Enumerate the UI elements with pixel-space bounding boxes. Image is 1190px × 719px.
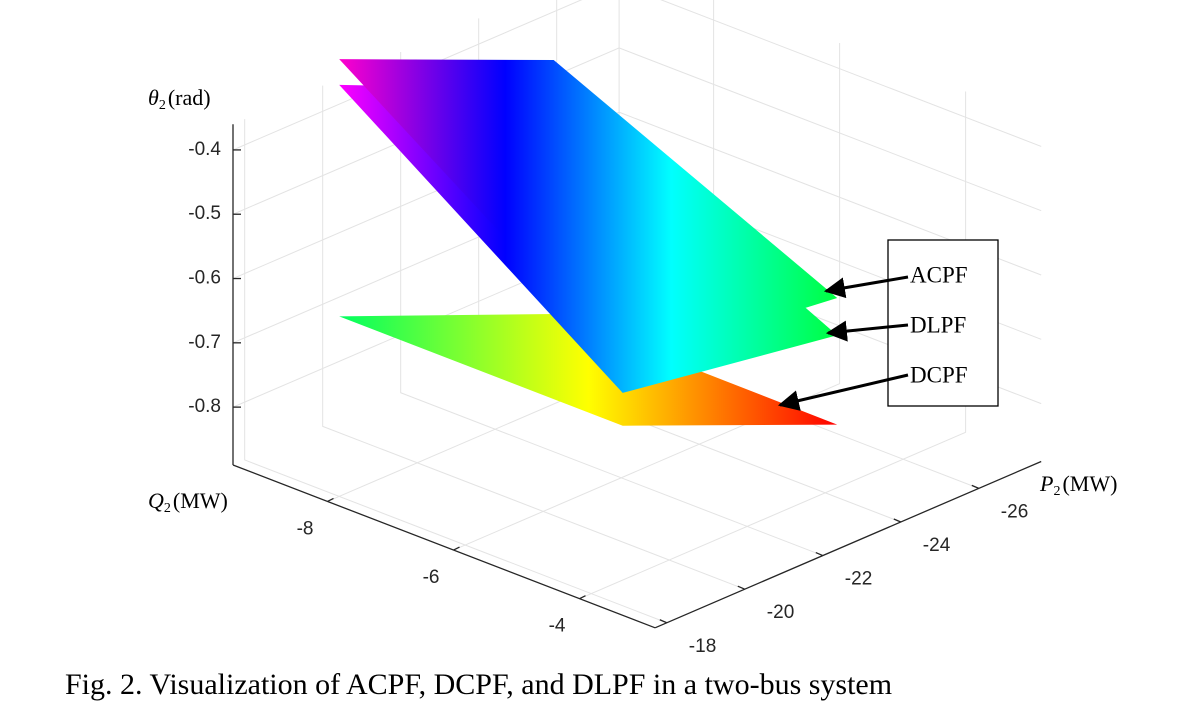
tick-mark: [453, 546, 460, 551]
arrow: [777, 373, 909, 411]
surfaces: [339, 59, 838, 426]
z-tick-label: -0.7: [188, 332, 221, 353]
y-tick-label: -20: [767, 602, 794, 623]
y-tick-label: -18: [689, 636, 716, 657]
axes: -0.4 -0.5 -0.6 -0.7 -0.8 -8 -6 -4 -18 -20 -22 -24 -2…: [188, 124, 1042, 657]
z-axis-label: θ2(rad): [148, 85, 211, 113]
legend-label: ACPF: [910, 262, 968, 287]
tick-mark: [893, 518, 902, 523]
x-tick-label: -8: [297, 518, 314, 539]
legend-label: DLPF: [910, 312, 966, 337]
grid-line: [400, 51, 823, 557]
tick-mark: [971, 484, 980, 489]
legend-label: DCPF: [910, 362, 968, 387]
grid-line: [322, 85, 745, 590]
z-tick-label: -0.6: [188, 268, 221, 289]
legend-box: [887, 239, 999, 407]
tick-mark: [327, 497, 334, 503]
grid-line: [244, 119, 667, 624]
arrow: [823, 275, 909, 299]
z-tick-label: -0.5: [188, 203, 221, 224]
y-tick-label: -26: [1001, 501, 1028, 522]
surface: [339, 313, 838, 426]
y-axis-label: P2(MW): [1039, 471, 1117, 499]
grid-line: [453, 42, 841, 551]
caption: Fig. 2. Visualization of ACPF, DCPF, and…: [65, 668, 892, 701]
tick-mark: [659, 619, 668, 624]
tick-mark: [815, 551, 824, 557]
y-tick-label: -24: [923, 535, 951, 556]
x-tick-label: -4: [549, 616, 566, 637]
z-tick-label: -0.8: [188, 396, 221, 417]
surface: [339, 59, 838, 365]
x-tick-label: -6: [423, 567, 440, 588]
z-tick-label: -0.4: [188, 139, 221, 160]
arrow: [825, 320, 909, 342]
tick-mark: [737, 585, 746, 590]
x-axis-label: Q2(MW): [148, 488, 228, 516]
grid-line: [579, 91, 967, 600]
y-tick-label: -22: [845, 569, 872, 590]
x-axis: [232, 464, 656, 629]
tick-mark: [579, 595, 586, 600]
y-axis: [654, 460, 1042, 629]
